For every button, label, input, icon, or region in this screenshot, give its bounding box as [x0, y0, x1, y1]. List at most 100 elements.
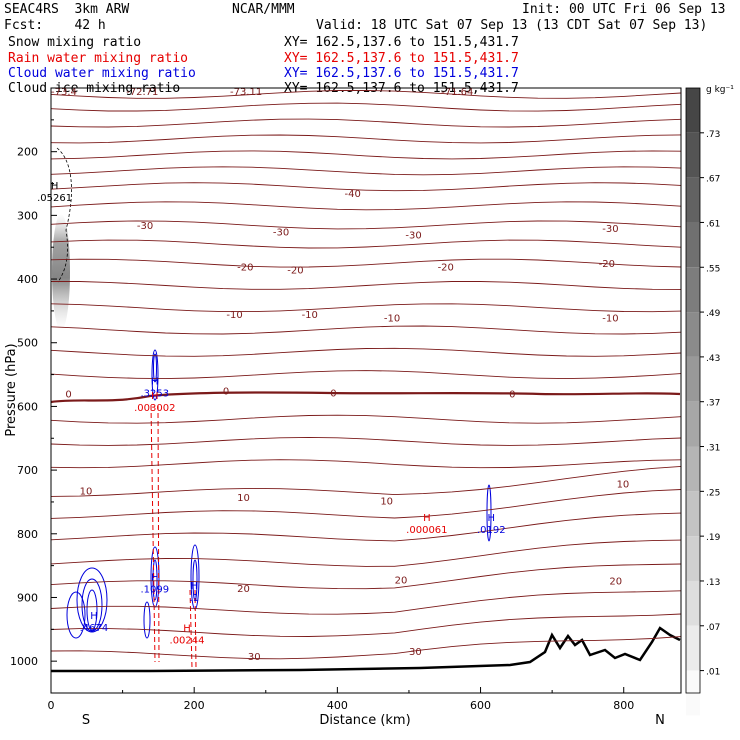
maximum-value: .003002: [134, 403, 175, 414]
maximum-value: .3253: [140, 389, 169, 400]
field-label-rain: Rain water mixing ratio: [8, 51, 189, 66]
x-tick-label: 600: [470, 699, 491, 712]
colorbar-segment: [686, 177, 700, 223]
isotherm-label: -30: [273, 227, 289, 238]
y-tick-label: 500: [17, 337, 38, 350]
isotherm-label: -71.64: [441, 87, 473, 98]
isotherm-line: [51, 613, 681, 637]
colorbar-unit: g kg⁻¹: [706, 85, 734, 95]
y-tick-label: 700: [17, 464, 38, 477]
isotherm-label: 20: [609, 576, 622, 587]
isotherm-line: [51, 590, 681, 615]
forecast-hour: Fcst: 42 h: [4, 18, 106, 33]
plot-frame: [50, 87, 682, 694]
maximum-marker: H: [183, 624, 191, 635]
maximum-value: .000061: [406, 525, 447, 536]
isotherm-line: [51, 414, 681, 424]
colorbar-tick-label: .49: [706, 309, 721, 319]
maximum-marker: H: [190, 581, 198, 592]
isotherm-label: -73.11: [230, 87, 262, 98]
isotherm-line: [51, 465, 681, 497]
isotherm-label: -30: [137, 221, 153, 232]
y-axis-label: Pressure (hPa): [4, 343, 19, 436]
maximum-marker: H: [151, 391, 159, 402]
cloud-water-contours: [66, 349, 492, 639]
isotherm-label: -72.71: [126, 87, 158, 98]
maximum-marker: H: [423, 513, 431, 524]
y-tick-label: 600: [17, 400, 38, 413]
isotherm-line: [51, 539, 681, 567]
colorbar-tick-label: .55: [706, 264, 720, 274]
surface-terrain: [51, 626, 681, 673]
isotherm-line: [51, 325, 681, 335]
colorbar-segment: [686, 580, 700, 626]
field-xy-cloud-water: XY= 162.5,137.6 to 151.5,431.7: [284, 66, 519, 81]
colorbar-segment: [686, 401, 700, 447]
colorbar-segment: [686, 625, 700, 671]
isotherm-line: [51, 303, 681, 313]
isotherm-line: [51, 134, 681, 144]
y-tick-label: 800: [17, 528, 38, 541]
isotherm-label: 30: [409, 647, 422, 658]
isotherm-label: -10: [384, 313, 400, 324]
isotherm-label: -10: [302, 310, 318, 321]
colorbar-tick-label: .37: [706, 399, 720, 409]
colorbar-frame: [685, 87, 701, 694]
isotherm-line: [51, 636, 681, 660]
isotherm-label: 0: [509, 390, 515, 401]
x-tick-label: 400: [327, 699, 348, 712]
isotherm-label: -20: [237, 262, 253, 273]
freezing-line: [51, 391, 681, 404]
valid-time: Valid: 18 UTC Sat 07 Sep 13 (13 CDT Sat …: [316, 18, 708, 33]
isotherm-line: [51, 512, 681, 542]
x-tick-label: 800: [613, 699, 634, 712]
y-tick-label: 400: [17, 273, 38, 286]
x-tick-label: 0: [48, 699, 55, 712]
x-axis-label: Distance (km): [319, 713, 410, 728]
isotherm-line: [51, 102, 681, 112]
isotherm-line: [51, 459, 681, 469]
field-label-cloud-water: Cloud water mixing ratio: [8, 66, 196, 81]
isotherm-line: [51, 150, 681, 160]
isotherm-line: [51, 563, 681, 590]
maximum-value: .00244: [170, 636, 205, 647]
y-tick-label: 200: [17, 146, 38, 159]
isotherm-line: [51, 347, 681, 357]
maximum-marker: H: [90, 611, 98, 622]
maximum-value: .0192: [477, 525, 506, 536]
temperature-labels: -73.4 -72.71 -73.11 -71.64 -40 -30 -30 -30 -30 -2…: [51, 87, 629, 663]
y-tick-label: 900: [17, 591, 38, 604]
south-label: S: [82, 713, 90, 728]
isotherm-line: [51, 281, 681, 290]
init-time: Init: 00 UTC Fri 06 Sep 13: [522, 2, 726, 17]
field-label-snow: Snow mixing ratio: [8, 35, 142, 50]
colorbar-tick-label: .13: [706, 578, 720, 588]
isotherm-label: -30: [405, 230, 421, 241]
isotherm-label: 0: [330, 388, 336, 399]
isotherm-label: 10: [617, 479, 630, 490]
maxima-labels: H.05261H.3253H.003002H.000061H.0192H.109…: [37, 181, 506, 647]
north-label: N: [655, 713, 665, 728]
isotherm-label: -30: [602, 224, 618, 235]
isotherm-label: -40: [345, 189, 361, 200]
maximum-marker: H: [51, 181, 59, 192]
isotherm-line: [51, 166, 681, 176]
colorbar-segment: [686, 446, 700, 492]
y-tick-label: 300: [17, 209, 38, 222]
colorbar-segment: [686, 267, 700, 313]
model-title: SEAC4RS 3km ARW: [4, 2, 130, 17]
colorbar-tick-label: .61: [706, 219, 720, 229]
isotherm-label: 10: [80, 486, 93, 497]
isotherm-line: [51, 489, 681, 519]
isotherm-label: 0: [223, 387, 229, 398]
maximum-value: .1: [189, 593, 199, 604]
isotherm-label: 0: [65, 390, 71, 401]
maximum-marker: H: [151, 573, 159, 584]
org-label: NCAR/MMM: [232, 2, 295, 17]
cloud-ice-contour: [56, 147, 72, 283]
isotherm-label: 10: [237, 493, 250, 504]
colorbar-segment: [686, 312, 700, 357]
isotherm-line: [51, 201, 681, 211]
colorbar: .73 .67 .61 .55 .49 .43 .37 .31 .25 .19 .13 .07 .01: [685, 87, 721, 716]
